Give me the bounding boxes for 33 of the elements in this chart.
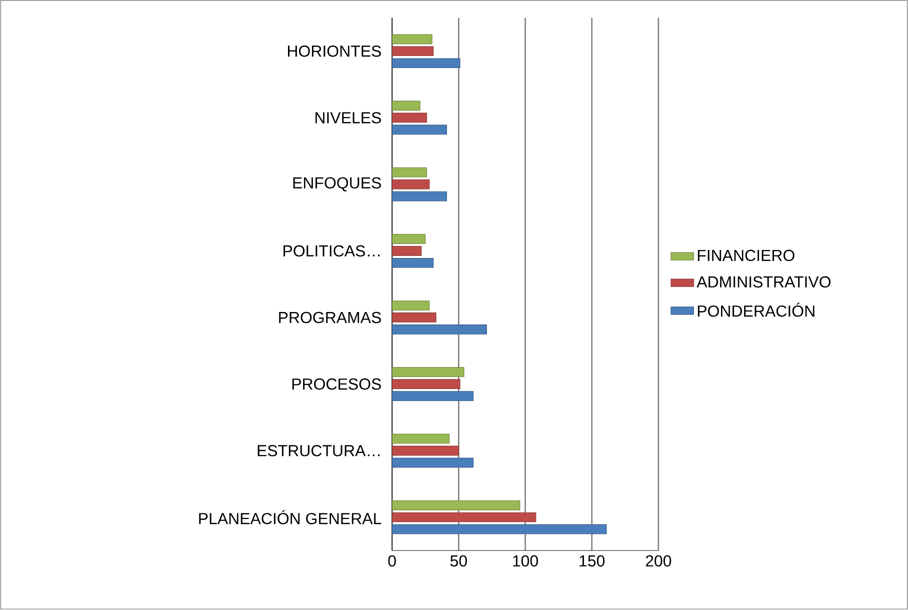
legend-label: ADMINISTRATIVO: [696, 276, 831, 288]
bar: [392, 446, 459, 456]
y-tick-label: POLITICAS…: [284, 245, 380, 257]
legend-label: FINANCIERO: [698, 250, 794, 262]
bar: [392, 58, 460, 68]
y-tick-label: ENFOQUES: [293, 177, 381, 192]
bar: [392, 458, 474, 468]
y-tick-label: PROCESOS: [292, 378, 381, 390]
legend-label: PONDERACIÓN: [698, 302, 814, 317]
bar: [392, 258, 434, 268]
bar: [392, 367, 464, 378]
bar: [392, 192, 447, 202]
x-tick-label: 200: [646, 555, 672, 567]
y-tick-label: NIVELES: [316, 112, 381, 124]
bar: [392, 324, 487, 335]
bar: [392, 434, 450, 444]
y-tick-label: PROGRAMAS: [279, 312, 381, 324]
bar: [392, 312, 436, 323]
bar: [392, 524, 607, 534]
bar: [392, 500, 520, 510]
x-tick-label: 0: [388, 555, 396, 567]
bar: [392, 168, 427, 178]
bar: [392, 379, 460, 390]
bar: [392, 512, 536, 522]
bar: [392, 300, 430, 311]
x-tick-label: 150: [580, 555, 605, 567]
bar: [392, 124, 447, 135]
x-tick-label: 50: [450, 555, 467, 567]
bar: [392, 391, 474, 402]
y-tick-label: ESTRUCTURA…: [258, 445, 380, 456]
y-tick-label: PLANEACIÓN GENERAL: [199, 510, 382, 524]
y-tick-label: HORIONTES: [288, 46, 381, 57]
x-tick-label: 100: [513, 555, 538, 567]
